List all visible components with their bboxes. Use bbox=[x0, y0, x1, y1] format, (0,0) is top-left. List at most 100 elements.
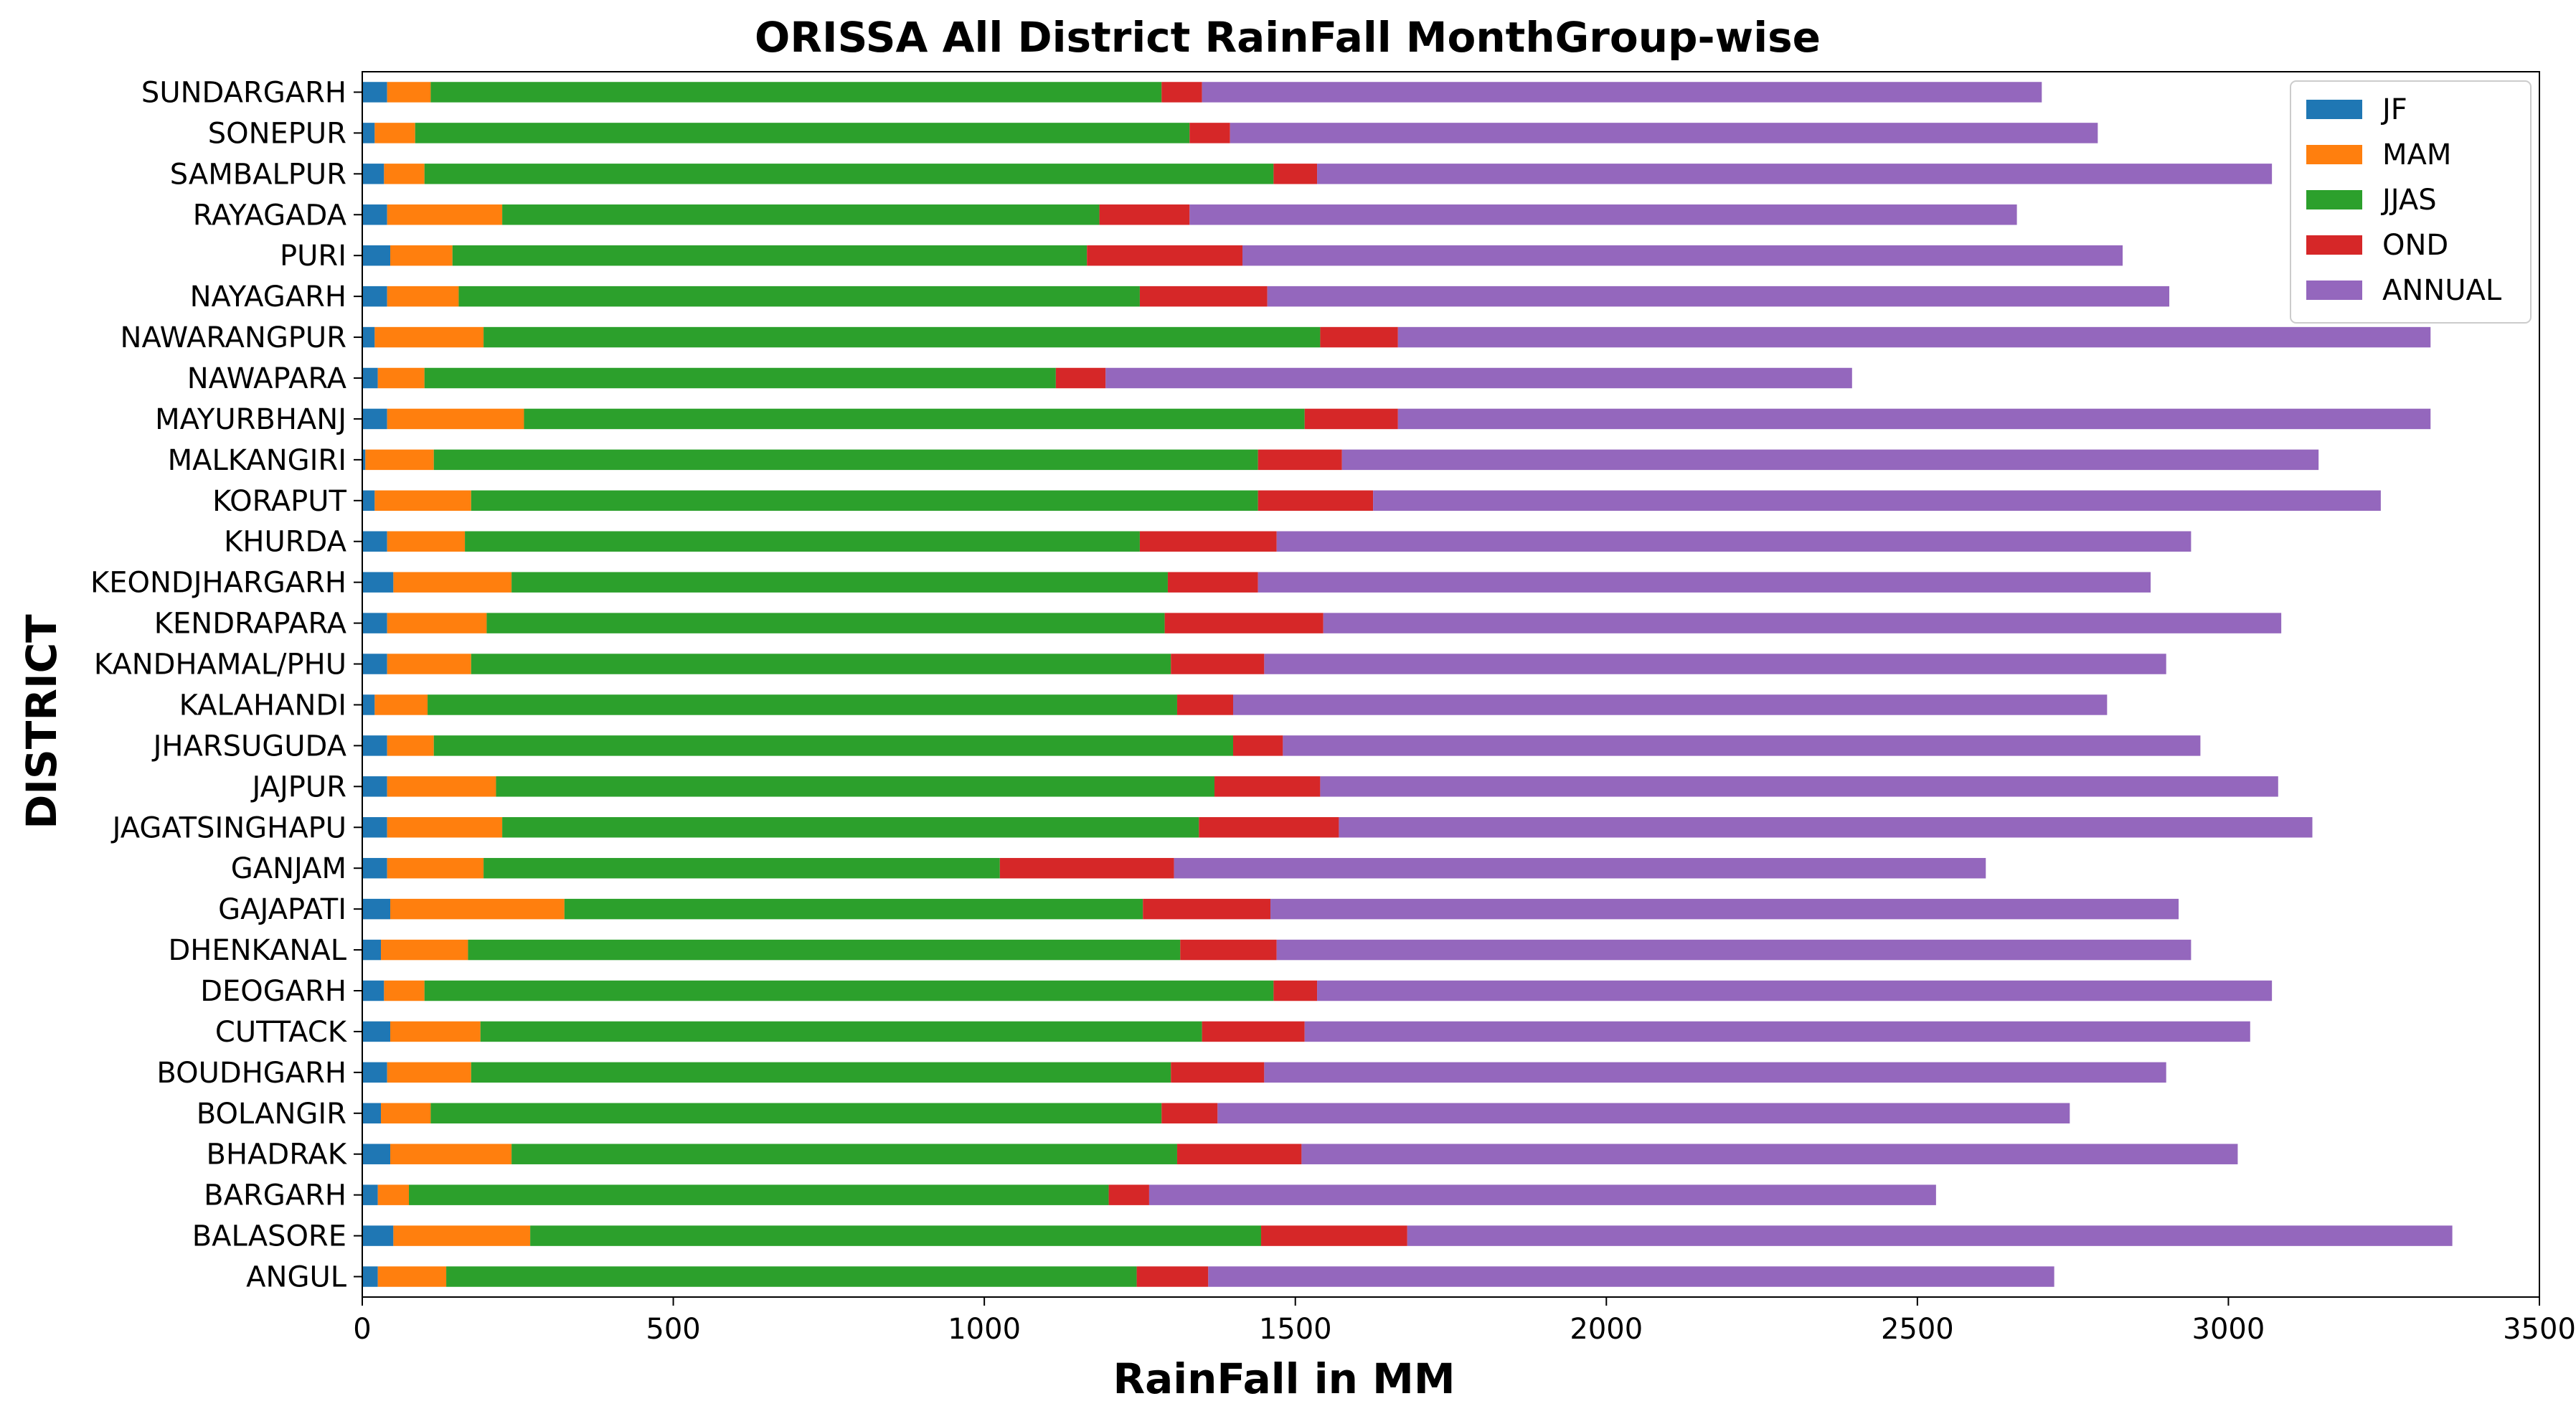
bar-mam-jagatsinghapu bbox=[387, 817, 503, 838]
bar-jf-keondjhargarh bbox=[362, 572, 394, 593]
bar-mam-ganjam bbox=[387, 857, 484, 879]
bar-mam-dhenkanal bbox=[381, 939, 468, 961]
bar-mam-nawapara bbox=[377, 367, 425, 389]
bar-mam-koraput bbox=[374, 490, 471, 512]
legend-label-mam: MAM bbox=[2382, 138, 2451, 171]
bar-annual-cuttack bbox=[1304, 1021, 2250, 1042]
bar-jjas-jharsuguda bbox=[433, 735, 1233, 756]
x-axis-label: RainFall in MM bbox=[1113, 1354, 1455, 1403]
bar-ond-jagatsinghapu bbox=[1199, 817, 1339, 838]
bar-annual-koraput bbox=[1373, 490, 2381, 512]
bar-annual-bhadrak bbox=[1301, 1144, 2238, 1164]
bar-ond-nayagarh bbox=[1139, 286, 1268, 307]
bars-layer bbox=[362, 82, 2453, 1287]
bar-jjas-bolangir bbox=[430, 1103, 1162, 1124]
bar-mam-bhadrak bbox=[390, 1144, 512, 1164]
bar-ond-jajpur bbox=[1214, 776, 1321, 797]
bar-jf-nawapara bbox=[362, 367, 378, 389]
y-tick-label: GANJAM bbox=[231, 852, 346, 885]
y-tick-label: PURI bbox=[280, 240, 346, 273]
bar-jf-dhenkanal bbox=[362, 939, 382, 961]
bar-mam-boudhgarh bbox=[387, 1062, 471, 1083]
bar-annual-keondjhargarh bbox=[1258, 572, 2151, 593]
bar-ond-kendrapara bbox=[1164, 613, 1324, 633]
legend-frame bbox=[2290, 80, 2532, 324]
bar-jjas-cuttack bbox=[480, 1021, 1202, 1042]
bar-ond-boudhgarh bbox=[1171, 1062, 1265, 1083]
bar-mam-khurda bbox=[387, 531, 466, 552]
bar-annual-rayagada bbox=[1189, 204, 2017, 225]
y-tick-label: DHENKANAL bbox=[168, 934, 346, 967]
y-tick-label: NAWAPARA bbox=[187, 362, 347, 395]
bar-annual-angul bbox=[1208, 1266, 2054, 1287]
bar-jjas-sonepur bbox=[415, 123, 1190, 143]
bar-jjas-malkangiri bbox=[433, 449, 1258, 471]
x-tick-label: 1000 bbox=[948, 1313, 1021, 1346]
bar-jf-khurda bbox=[362, 531, 387, 552]
bar-mam-angul bbox=[377, 1266, 447, 1287]
y-tick-label: JHARSUGUDA bbox=[151, 730, 347, 763]
bar-mam-mayurbhanj bbox=[387, 408, 524, 430]
legend-label-annual: ANNUAL bbox=[2382, 274, 2502, 307]
bar-jjas-angul bbox=[446, 1266, 1137, 1287]
legend-label-ond: OND bbox=[2382, 229, 2448, 262]
bar-jf-rayagada bbox=[362, 204, 387, 225]
bar-jf-bhadrak bbox=[362, 1144, 391, 1164]
bar-ond-nawarangpur bbox=[1320, 326, 1398, 348]
bar-jjas-deogarh bbox=[424, 980, 1274, 1001]
bar-ond-koraput bbox=[1258, 490, 1374, 512]
y-tick-label: BHADRAK bbox=[207, 1138, 348, 1172]
y-tick-label: NAWARANGPUR bbox=[121, 321, 346, 354]
bar-jjas-gajapati bbox=[564, 898, 1143, 920]
bar-jf-angul bbox=[362, 1266, 378, 1287]
bar-ond-bargarh bbox=[1108, 1184, 1149, 1205]
bar-annual-jharsuguda bbox=[1283, 735, 2201, 756]
legend-label-jf: JF bbox=[2380, 93, 2407, 126]
bar-annual-deogarh bbox=[1317, 980, 2273, 1001]
bar-mam-nayagarh bbox=[387, 286, 459, 307]
y-tick-label: SUNDARGARH bbox=[141, 76, 346, 109]
bar-ond-mayurbhanj bbox=[1304, 408, 1398, 430]
bar-annual-dhenkanal bbox=[1276, 939, 2192, 961]
y-tick-label: GAJAPATI bbox=[218, 893, 346, 926]
bar-jjas-kalahandi bbox=[428, 694, 1177, 715]
bar-mam-kalahandi bbox=[374, 694, 428, 715]
bar-ond-balasore bbox=[1261, 1225, 1407, 1246]
y-tick-label: KHURDA bbox=[224, 526, 346, 559]
bar-annual-nawarangpur bbox=[1397, 326, 2431, 348]
y-tick-label: KORAPUT bbox=[212, 485, 346, 518]
bar-jjas-jagatsinghapu bbox=[502, 817, 1199, 838]
bar-ond-bhadrak bbox=[1176, 1144, 1302, 1164]
bar-mam-keondjhargarh bbox=[393, 572, 512, 593]
bar-jf-boudhgarh bbox=[362, 1062, 387, 1083]
bar-ond-khurda bbox=[1139, 531, 1277, 552]
bar-jf-jajpur bbox=[362, 776, 387, 797]
bar-mam-sambalpur bbox=[384, 164, 425, 184]
bar-ond-sundargarh bbox=[1161, 82, 1202, 103]
y-tick-label: KEONDJHARGARH bbox=[90, 567, 346, 600]
bar-jjas-sambalpur bbox=[424, 164, 1274, 184]
legend-swatch-ond bbox=[2306, 235, 2362, 255]
bar-ond-cuttack bbox=[1202, 1021, 1305, 1042]
y-tick-label: BOLANGIR bbox=[197, 1098, 346, 1131]
plot-frame bbox=[362, 71, 2540, 1298]
bar-annual-mayurbhanj bbox=[1397, 408, 2431, 430]
bar-jjas-bhadrak bbox=[511, 1144, 1177, 1164]
bar-ond-jharsuguda bbox=[1233, 735, 1283, 756]
bar-mam-sundargarh bbox=[387, 82, 431, 103]
bar-annual-bargarh bbox=[1148, 1184, 1936, 1205]
y-axis-label: DISTRICT bbox=[17, 614, 66, 829]
bar-jf-sambalpur bbox=[362, 164, 384, 184]
bar-mam-deogarh bbox=[384, 980, 425, 1001]
bar-jf-koraput bbox=[362, 490, 375, 512]
bar-jjas-nawarangpur bbox=[483, 326, 1321, 348]
bar-jjas-nayagarh bbox=[458, 286, 1140, 307]
bar-jf-jagatsinghapu bbox=[362, 817, 387, 838]
bar-ond-kalahandi bbox=[1176, 694, 1233, 715]
bar-ond-rayagada bbox=[1099, 204, 1190, 225]
bar-annual-boudhgarh bbox=[1264, 1062, 2166, 1083]
bar-ond-malkangiri bbox=[1258, 449, 1342, 471]
y-tick-label: SAMBALPUR bbox=[170, 158, 346, 191]
y-tick-label: DEOGARH bbox=[200, 975, 346, 1008]
bar-mam-puri bbox=[390, 245, 453, 266]
